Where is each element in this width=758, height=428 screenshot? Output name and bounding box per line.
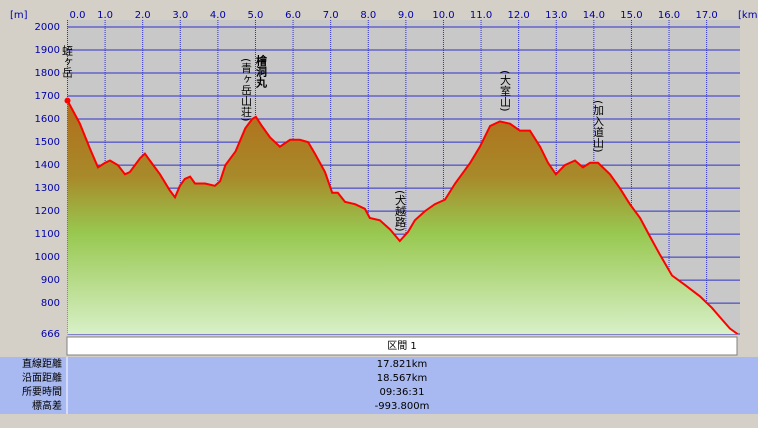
x-tick-label: 15.0 — [620, 10, 642, 21]
y-tick-label: 1900 — [35, 45, 60, 56]
x-tick-label: 6.0 — [285, 10, 301, 21]
y-tick-label: 1200 — [35, 206, 60, 217]
y-tick-label: 900 — [41, 275, 60, 286]
x-tick-label: 8.0 — [360, 10, 376, 21]
peak-annotation: 檜洞丸 — [255, 54, 269, 89]
row-value: 09:36:31 — [380, 387, 425, 398]
elevation-area — [67, 100, 738, 334]
y-tick-label: 1500 — [35, 137, 60, 148]
y-tick-label: 1800 — [35, 68, 60, 79]
y-tick-label: 666 — [41, 329, 60, 340]
x-tick-label: 4.0 — [210, 10, 226, 21]
y-tick-label: 1600 — [35, 114, 60, 125]
y-tick-label: 1100 — [35, 229, 60, 240]
row-value: 18.567km — [377, 373, 428, 384]
row-label: 標高差 — [32, 399, 62, 412]
x-tick-label: 14.0 — [583, 10, 605, 21]
table: 区間 1 直線距離 17.821km 沿面距離 18.567km 所要時間 09:36:3… — [0, 336, 758, 414]
y-tick-label: 1400 — [35, 160, 60, 171]
x-tick-label: 12.0 — [508, 10, 530, 21]
row-label: 沿面距離 — [22, 371, 62, 384]
peak-annotation: (大室山) — [499, 70, 512, 112]
x-tick-label: 9.0 — [398, 10, 414, 21]
x-tick-label: 5.0 — [248, 10, 264, 21]
x-tick-label: 0.0 — [70, 10, 86, 21]
y-tick-label: 800 — [41, 298, 60, 309]
table-header: 区間 1 — [387, 340, 417, 352]
y-tick-label: 1700 — [35, 91, 60, 102]
x-tick-label: 7.0 — [323, 10, 339, 21]
start-marker — [64, 97, 71, 104]
x-tick-label: 11.0 — [470, 10, 492, 21]
x-axis-label: [km] — [738, 10, 758, 21]
x-tick-label: 1.0 — [97, 10, 113, 21]
row-value: 17.821km — [377, 359, 428, 370]
y-axis-label: [m] — [10, 10, 28, 21]
peak-annotation: (加入道山) — [592, 100, 605, 153]
x-tick-label: 2.0 — [135, 10, 151, 21]
x-tick-label: 16.0 — [658, 10, 680, 21]
table-header-cell — [66, 336, 738, 356]
peak-annotation: 蛭ヶ岳 — [61, 45, 74, 78]
x-tick-label: 17.0 — [696, 10, 718, 21]
row-label: 直線距離 — [22, 357, 62, 370]
x-tick-label: 3.0 — [172, 10, 188, 21]
x-tick-label: 10.0 — [432, 10, 454, 21]
peak-annotation: (犬越路) — [394, 190, 407, 232]
row-value: -993.800m — [375, 401, 430, 412]
y-tick-label: 1300 — [35, 183, 60, 194]
peak-annotation: (青ヶ岳山荘) — [240, 58, 253, 122]
elevation-line — [66, 100, 739, 335]
row-label: 所要時間 — [22, 386, 62, 398]
table-body — [0, 357, 758, 414]
y-tick-label: 2000 — [35, 22, 60, 33]
x-tick-label: 13.0 — [545, 10, 567, 21]
y-tick-label: 1000 — [35, 252, 60, 263]
